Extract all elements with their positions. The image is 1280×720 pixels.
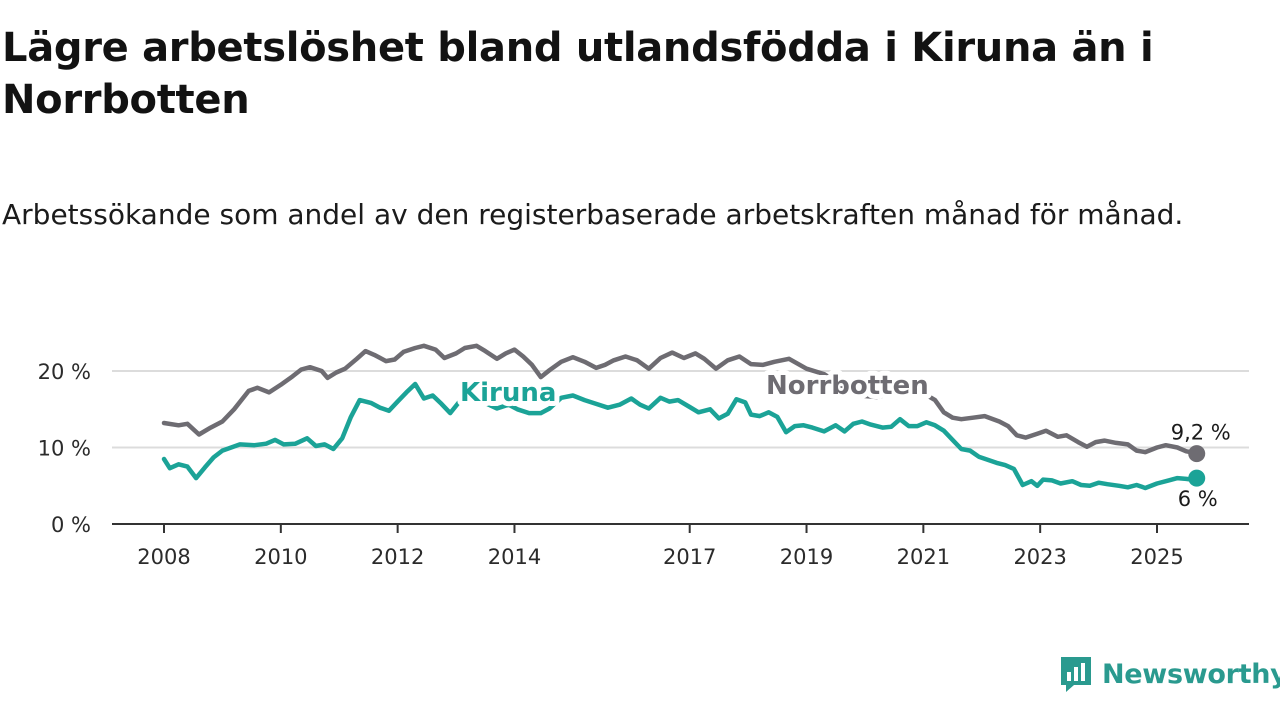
x-tick-label: 2010 (254, 545, 307, 569)
brand-logo[interactable]: Newsworthy (1058, 652, 1280, 696)
chart-logo-icon (1061, 657, 1091, 692)
chart-subtitle: Arbetssökande som andel av den registerb… (2, 198, 1184, 231)
y-tick-label: 20 % (38, 360, 91, 384)
end-value-label-kiruna: 6 % (1178, 487, 1218, 511)
series-layer (161, 343, 1206, 491)
brand-name: Newsworthy (1102, 658, 1280, 690)
x-tick-label: 2017 (663, 545, 716, 569)
x-tick-label: 2019 (780, 545, 833, 569)
end-value-label-norrbotten: 9,2 % (1171, 421, 1231, 445)
axis-layer: 0 % 10 % 20 % 2008 2010 2012 2014 2017 2019 2021 2… (38, 360, 1249, 569)
series-line-norrbotten (161, 343, 1199, 456)
series-end-marker-norrbotten (1188, 445, 1206, 463)
y-tick-label: 0 % (51, 513, 91, 537)
x-tick-label: 2023 (1013, 545, 1066, 569)
series-label-kiruna: Kiruna (460, 378, 556, 408)
series-end-marker-kiruna (1188, 469, 1206, 487)
y-tick-label: 10 % (38, 437, 91, 461)
x-tick-label: 2014 (488, 545, 541, 569)
x-tick-label: 2025 (1130, 545, 1183, 569)
x-tick-label: 2021 (897, 545, 950, 569)
label-layer: Norrbotten Kiruna 9,2 % 6 % (455, 366, 1234, 514)
x-tick-label: 2012 (371, 545, 424, 569)
series-line-kiruna (161, 381, 1199, 491)
series-label-norrbotten: Norrbotten (766, 371, 929, 401)
x-tick-label: 2008 (137, 545, 190, 569)
chart-title: Lägre arbetslöshet bland utlandsfödda i … (2, 25, 1154, 123)
